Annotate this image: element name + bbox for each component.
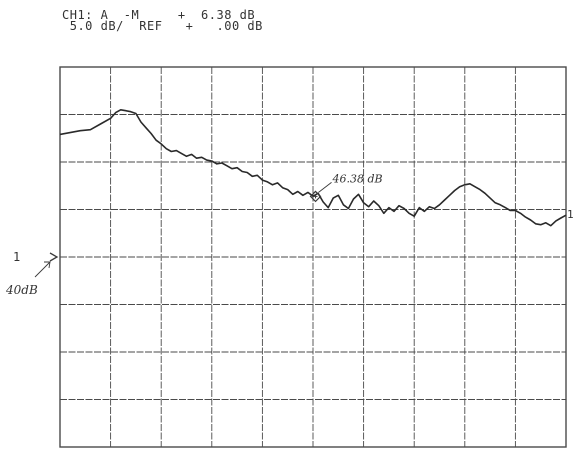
hand-pointer-line <box>34 261 51 278</box>
header-line-2: 5.0 dB/ REF + .00 dB <box>62 19 263 33</box>
reference-level-label: 40dB <box>5 283 38 297</box>
reference-arrow <box>49 252 59 262</box>
hand-pointer-head <box>44 261 51 269</box>
trace-end-number: 1 <box>567 208 574 221</box>
marker-layer: 46.38 dB <box>309 172 383 203</box>
trace-line <box>59 109 567 227</box>
trace-layer <box>59 109 567 227</box>
marker-value-label: 46.38 dB <box>332 172 383 185</box>
marker-leader-line <box>318 182 332 193</box>
reference-indicator: 1 40dB 1 <box>5 208 574 297</box>
reference-marker-number: 1 <box>13 250 20 264</box>
header-line-1: CH1: A -M + 6.38 dB <box>62 8 256 22</box>
graticule <box>59 66 567 448</box>
instrument-header: CH1: A -M + 6.38 dB 5.0 dB/ REF + .00 dB <box>62 8 263 33</box>
marker-diamond <box>309 190 322 203</box>
